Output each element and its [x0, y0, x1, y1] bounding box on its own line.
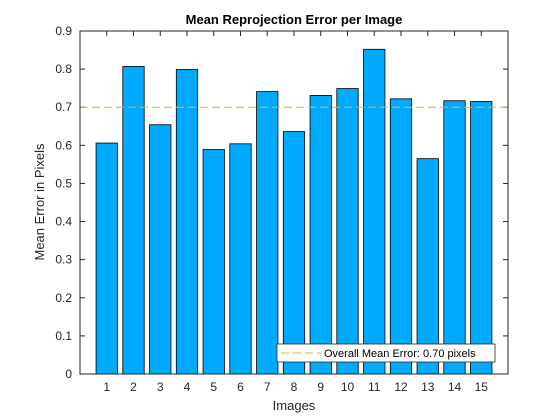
y-tick-label: 0.3: [55, 253, 72, 267]
y-tick-label: 0.7: [55, 100, 72, 114]
bar-image-5: [202, 149, 225, 375]
x-tick-label: 10: [341, 380, 355, 394]
y-tick-label: 0: [65, 367, 72, 381]
bar-image-6: [229, 143, 252, 375]
legend-label: Overall Mean Error: 0.70 pixels: [324, 348, 476, 360]
x-tick-label: 2: [130, 380, 137, 394]
x-tick-label: 8: [291, 380, 298, 394]
x-axis-label: Images: [273, 398, 316, 413]
legend-box: [276, 343, 496, 363]
y-tick-label: 0.9: [55, 24, 72, 38]
y-tick-label: 0.5: [55, 176, 72, 190]
y-axis-label: Mean Error in Pixels: [32, 143, 47, 261]
bar-image-13: [416, 158, 439, 375]
bar-image-15: [470, 101, 493, 375]
x-tick-label: 6: [237, 380, 244, 394]
bar-image-7: [256, 91, 279, 375]
bar-image-8: [282, 131, 306, 375]
bar-image-10: [336, 88, 359, 375]
x-tick-label: 3: [157, 380, 164, 394]
y-tick-label: 0.6: [55, 138, 72, 152]
x-tick-label: 11: [368, 380, 381, 394]
bar-image-4: [175, 69, 199, 375]
legend: Overall Mean Error: 0.70 pixels: [276, 343, 496, 363]
x-tick-label: 1: [103, 380, 110, 394]
x-tick-label: 5: [210, 380, 217, 394]
chart-title: Mean Reprojection Error per Image: [186, 12, 403, 27]
bar-image-9: [309, 95, 332, 375]
x-tick-label: 9: [317, 380, 324, 394]
x-tick-label: 7: [264, 380, 271, 394]
y-tick-label: 0.2: [55, 291, 72, 305]
y-tick-label: 0.8: [55, 62, 72, 76]
x-tick-label: 14: [448, 380, 462, 394]
bar-image-14: [443, 100, 466, 375]
y-tick-label: 0.1: [55, 329, 72, 343]
bar-image-2: [122, 66, 145, 375]
bar-image-3: [149, 124, 172, 375]
bar-image-12: [389, 98, 413, 375]
y-tick-label: 0.4: [55, 215, 72, 229]
x-tick-label: 15: [475, 380, 489, 394]
bar-image-11: [363, 48, 386, 375]
x-tick-label: 13: [421, 380, 435, 394]
bar-image-1: [95, 142, 118, 375]
x-tick-label: 4: [184, 380, 191, 394]
x-tick-label: 12: [394, 380, 408, 394]
axes-box: [79, 30, 509, 375]
